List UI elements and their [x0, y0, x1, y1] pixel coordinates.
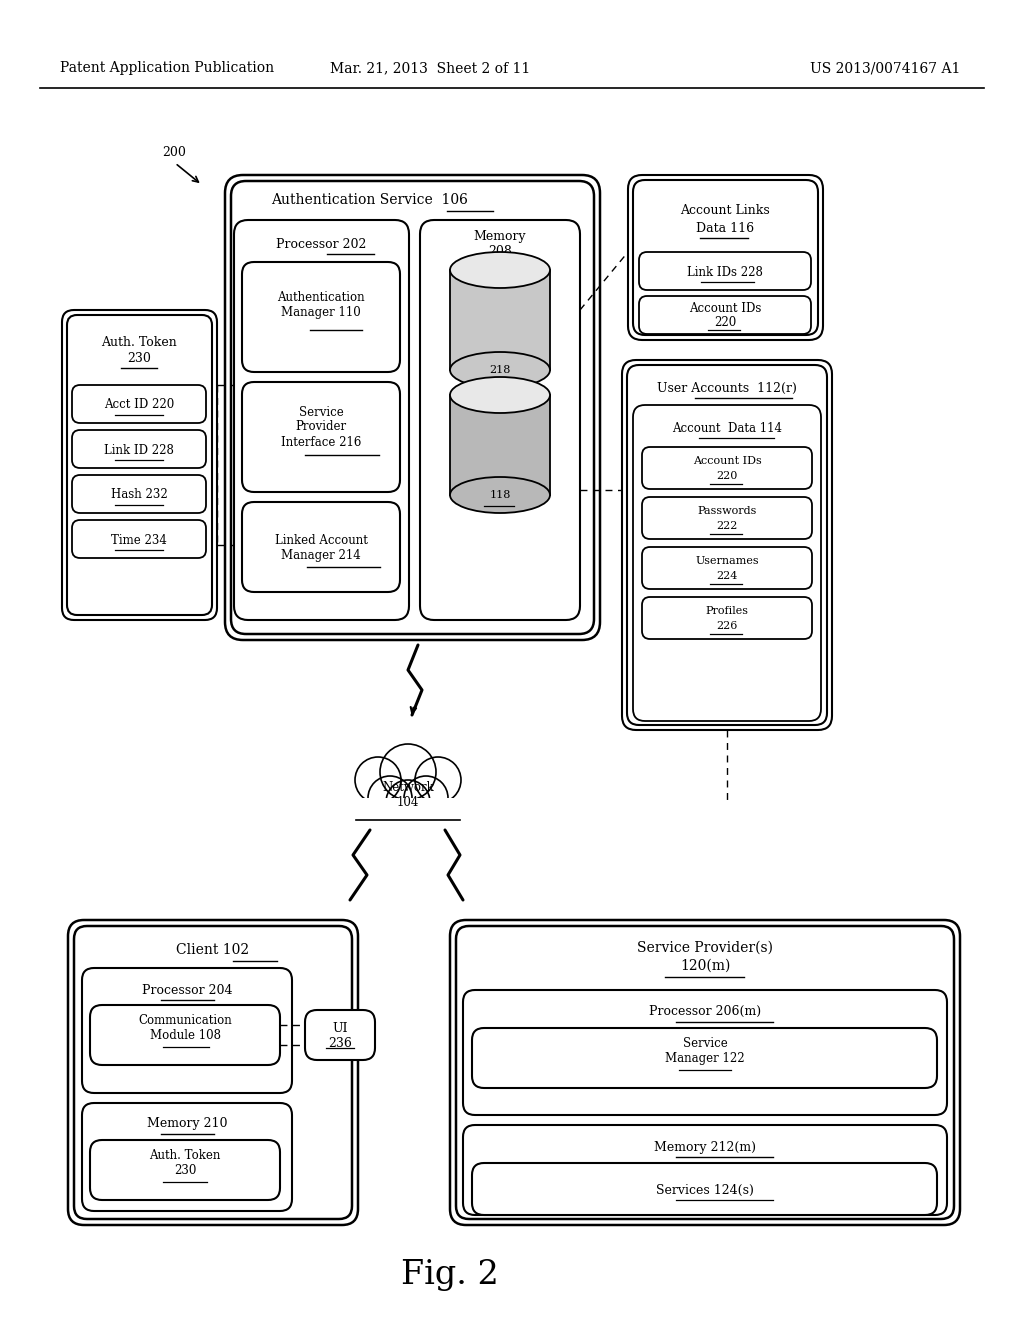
FancyBboxPatch shape: [82, 968, 292, 1093]
FancyBboxPatch shape: [242, 502, 400, 591]
FancyBboxPatch shape: [234, 220, 409, 620]
FancyBboxPatch shape: [82, 1104, 292, 1210]
Text: User Accounts  112(r): User Accounts 112(r): [657, 381, 797, 395]
FancyBboxPatch shape: [90, 1140, 280, 1200]
Text: US 2013/0074167 A1: US 2013/0074167 A1: [810, 61, 961, 75]
Text: 220: 220: [714, 315, 736, 329]
FancyBboxPatch shape: [642, 597, 812, 639]
Text: Profiles: Profiles: [706, 606, 749, 616]
Bar: [450, 271, 550, 370]
FancyBboxPatch shape: [463, 1125, 947, 1214]
Text: Services 124(s): Services 124(s): [656, 1184, 754, 1196]
Text: 120(m): 120(m): [680, 960, 730, 973]
FancyBboxPatch shape: [622, 360, 831, 730]
FancyBboxPatch shape: [72, 520, 206, 558]
Circle shape: [404, 776, 449, 820]
Text: Fig. 2: Fig. 2: [401, 1259, 499, 1291]
Text: Data 116: Data 116: [696, 222, 754, 235]
Text: Processor 206(m): Processor 206(m): [649, 1005, 761, 1018]
Text: Link ID 228: Link ID 228: [104, 444, 174, 457]
Text: Hash 232: Hash 232: [111, 488, 167, 502]
Ellipse shape: [450, 378, 550, 413]
Text: Passwords: Passwords: [697, 506, 757, 516]
FancyBboxPatch shape: [72, 430, 206, 469]
Text: 224: 224: [717, 572, 737, 581]
FancyBboxPatch shape: [642, 498, 812, 539]
FancyBboxPatch shape: [62, 310, 217, 620]
Text: UI
236: UI 236: [328, 1022, 352, 1049]
Text: Processor 202: Processor 202: [275, 238, 367, 251]
Text: Auth. Token
230: Auth. Token 230: [150, 1148, 221, 1177]
FancyBboxPatch shape: [68, 920, 358, 1225]
FancyBboxPatch shape: [225, 176, 600, 640]
Text: Account IDs: Account IDs: [692, 455, 762, 466]
Text: Time 234: Time 234: [111, 533, 167, 546]
Text: Account IDs: Account IDs: [689, 301, 761, 314]
FancyBboxPatch shape: [472, 1163, 937, 1214]
FancyBboxPatch shape: [72, 385, 206, 422]
Text: Network
104: Network 104: [382, 781, 434, 809]
FancyBboxPatch shape: [450, 920, 961, 1225]
Text: Usernames: Usernames: [695, 556, 759, 566]
Text: Patent Application Publication: Patent Application Publication: [60, 61, 274, 75]
Text: 218: 218: [489, 366, 511, 375]
Circle shape: [368, 776, 412, 820]
Text: Service
Provider
Interface 216: Service Provider Interface 216: [281, 405, 361, 449]
FancyBboxPatch shape: [633, 405, 821, 721]
Text: 230: 230: [127, 351, 151, 364]
Text: Account  Data 114: Account Data 114: [672, 421, 782, 434]
Ellipse shape: [450, 252, 550, 288]
FancyBboxPatch shape: [639, 252, 811, 290]
Text: Account Links: Account Links: [680, 203, 770, 216]
FancyBboxPatch shape: [628, 176, 823, 341]
Ellipse shape: [450, 477, 550, 513]
FancyBboxPatch shape: [305, 1010, 375, 1060]
Text: Authentication
Manager 110: Authentication Manager 110: [278, 290, 365, 319]
Text: 118: 118: [489, 490, 511, 500]
Circle shape: [415, 756, 461, 803]
Circle shape: [386, 780, 430, 824]
Text: Memory 212(m): Memory 212(m): [654, 1140, 756, 1154]
Bar: [450, 395, 550, 495]
Text: Auth. Token: Auth. Token: [101, 335, 177, 348]
FancyBboxPatch shape: [90, 1005, 280, 1065]
Text: 220: 220: [717, 471, 737, 480]
FancyBboxPatch shape: [642, 447, 812, 488]
Ellipse shape: [450, 352, 550, 388]
Text: Authentication Service  106: Authentication Service 106: [271, 193, 468, 207]
Text: Communication
Module 108: Communication Module 108: [138, 1014, 231, 1041]
Text: Link IDs 228: Link IDs 228: [687, 265, 763, 279]
FancyBboxPatch shape: [231, 181, 594, 634]
FancyBboxPatch shape: [420, 220, 580, 620]
FancyBboxPatch shape: [463, 990, 947, 1115]
FancyBboxPatch shape: [472, 1028, 937, 1088]
FancyBboxPatch shape: [67, 315, 212, 615]
Text: Linked Account
Manager 214: Linked Account Manager 214: [274, 535, 368, 562]
Text: Mar. 21, 2013  Sheet 2 of 11: Mar. 21, 2013 Sheet 2 of 11: [330, 61, 530, 75]
Text: Memory
208: Memory 208: [474, 230, 526, 257]
FancyBboxPatch shape: [242, 381, 400, 492]
FancyBboxPatch shape: [633, 180, 818, 335]
Bar: [353, 799, 463, 828]
Text: Processor 204: Processor 204: [141, 983, 232, 997]
Text: Service
Manager 122: Service Manager 122: [666, 1038, 744, 1065]
Circle shape: [355, 756, 401, 803]
Circle shape: [380, 744, 436, 800]
FancyBboxPatch shape: [627, 366, 827, 725]
FancyBboxPatch shape: [639, 296, 811, 334]
FancyBboxPatch shape: [72, 475, 206, 513]
Text: 200: 200: [162, 147, 186, 160]
Text: Client 102: Client 102: [176, 942, 250, 957]
FancyBboxPatch shape: [242, 261, 400, 372]
Text: Service Provider(s): Service Provider(s): [637, 941, 773, 954]
FancyBboxPatch shape: [642, 546, 812, 589]
Text: 222: 222: [717, 521, 737, 531]
FancyBboxPatch shape: [456, 927, 954, 1218]
Text: Acct ID 220: Acct ID 220: [103, 399, 174, 412]
Text: 226: 226: [717, 620, 737, 631]
Text: Memory 210: Memory 210: [146, 1118, 227, 1130]
FancyBboxPatch shape: [74, 927, 352, 1218]
